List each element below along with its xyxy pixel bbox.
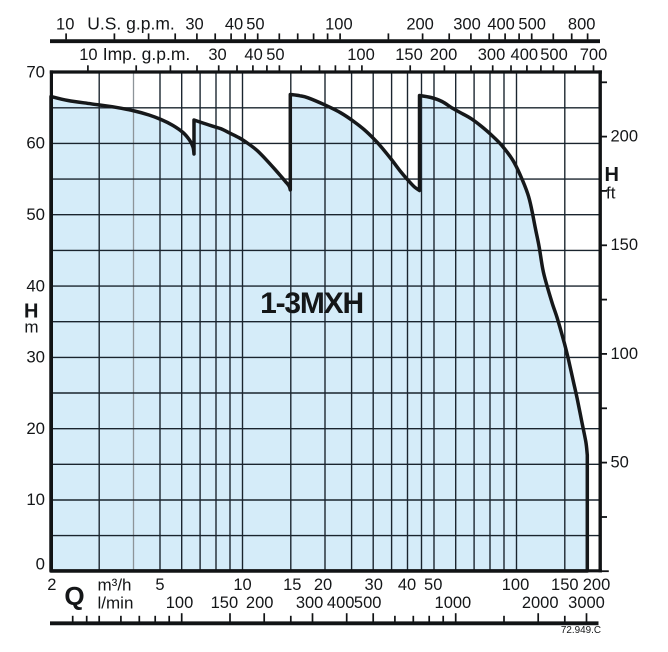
svg-text:300: 300 <box>296 594 324 612</box>
svg-text:400: 400 <box>487 15 515 33</box>
svg-text:500: 500 <box>518 15 546 33</box>
svg-text:10: 10 <box>56 15 74 33</box>
svg-text:200: 200 <box>246 594 274 612</box>
svg-text:500: 500 <box>540 46 568 64</box>
svg-text:100: 100 <box>325 15 353 33</box>
svg-text:Imp. g.p.m.: Imp. g.p.m. <box>103 44 191 64</box>
svg-text:40: 40 <box>398 576 416 594</box>
svg-text:l/min: l/min <box>98 593 134 612</box>
svg-text:50: 50 <box>266 46 284 64</box>
svg-text:15: 15 <box>283 576 301 594</box>
svg-text:50: 50 <box>246 15 264 33</box>
svg-text:30: 30 <box>185 15 203 33</box>
svg-text:150: 150 <box>551 576 579 594</box>
svg-text:H: H <box>24 301 38 323</box>
svg-text:20: 20 <box>314 576 332 594</box>
svg-text:150: 150 <box>211 594 239 612</box>
svg-text:150: 150 <box>611 236 639 254</box>
svg-text:U.S. g.p.m.: U.S. g.p.m. <box>87 13 175 33</box>
svg-text:40: 40 <box>244 46 262 64</box>
svg-text:200: 200 <box>430 46 458 64</box>
svg-text:200: 200 <box>583 576 611 594</box>
svg-text:700: 700 <box>580 46 608 64</box>
svg-text:500: 500 <box>354 594 382 612</box>
svg-text:3000: 3000 <box>568 594 605 612</box>
svg-text:200: 200 <box>406 15 434 33</box>
svg-text:10: 10 <box>233 576 251 594</box>
svg-text:40: 40 <box>225 15 243 33</box>
svg-text:50: 50 <box>26 205 45 224</box>
svg-text:1000: 1000 <box>435 594 472 612</box>
svg-text:30: 30 <box>208 46 226 64</box>
svg-text:30: 30 <box>365 576 383 594</box>
svg-text:m: m <box>24 318 38 337</box>
svg-text:100: 100 <box>347 46 375 64</box>
svg-text:10: 10 <box>26 490 45 509</box>
svg-text:100: 100 <box>611 345 639 363</box>
svg-text:ft: ft <box>606 184 616 203</box>
svg-text:20: 20 <box>26 419 45 438</box>
svg-text:2000: 2000 <box>522 594 559 612</box>
svg-text:300: 300 <box>478 46 506 64</box>
svg-text:1-3MXH: 1-3MXH <box>260 287 363 320</box>
svg-text:Q: Q <box>64 581 84 611</box>
svg-text:100: 100 <box>502 576 530 594</box>
svg-text:400: 400 <box>327 594 355 612</box>
svg-text:100: 100 <box>166 594 194 612</box>
svg-text:50: 50 <box>424 576 442 594</box>
svg-text:150: 150 <box>395 46 423 64</box>
svg-text:50: 50 <box>611 454 629 472</box>
svg-text:400: 400 <box>511 46 539 64</box>
svg-text:40: 40 <box>26 276 45 295</box>
svg-text:10: 10 <box>79 46 97 64</box>
svg-text:70: 70 <box>26 62 45 81</box>
svg-text:300: 300 <box>453 15 481 33</box>
svg-text:30: 30 <box>26 348 45 367</box>
svg-text:m³/h: m³/h <box>98 576 132 595</box>
svg-text:200: 200 <box>611 128 639 146</box>
svg-text:2: 2 <box>47 576 56 594</box>
svg-text:0: 0 <box>36 555 45 574</box>
svg-text:H: H <box>605 164 619 186</box>
svg-text:5: 5 <box>155 576 164 594</box>
svg-text:60: 60 <box>26 134 45 153</box>
svg-text:72.949.C: 72.949.C <box>561 625 601 636</box>
svg-text:800: 800 <box>568 15 596 33</box>
